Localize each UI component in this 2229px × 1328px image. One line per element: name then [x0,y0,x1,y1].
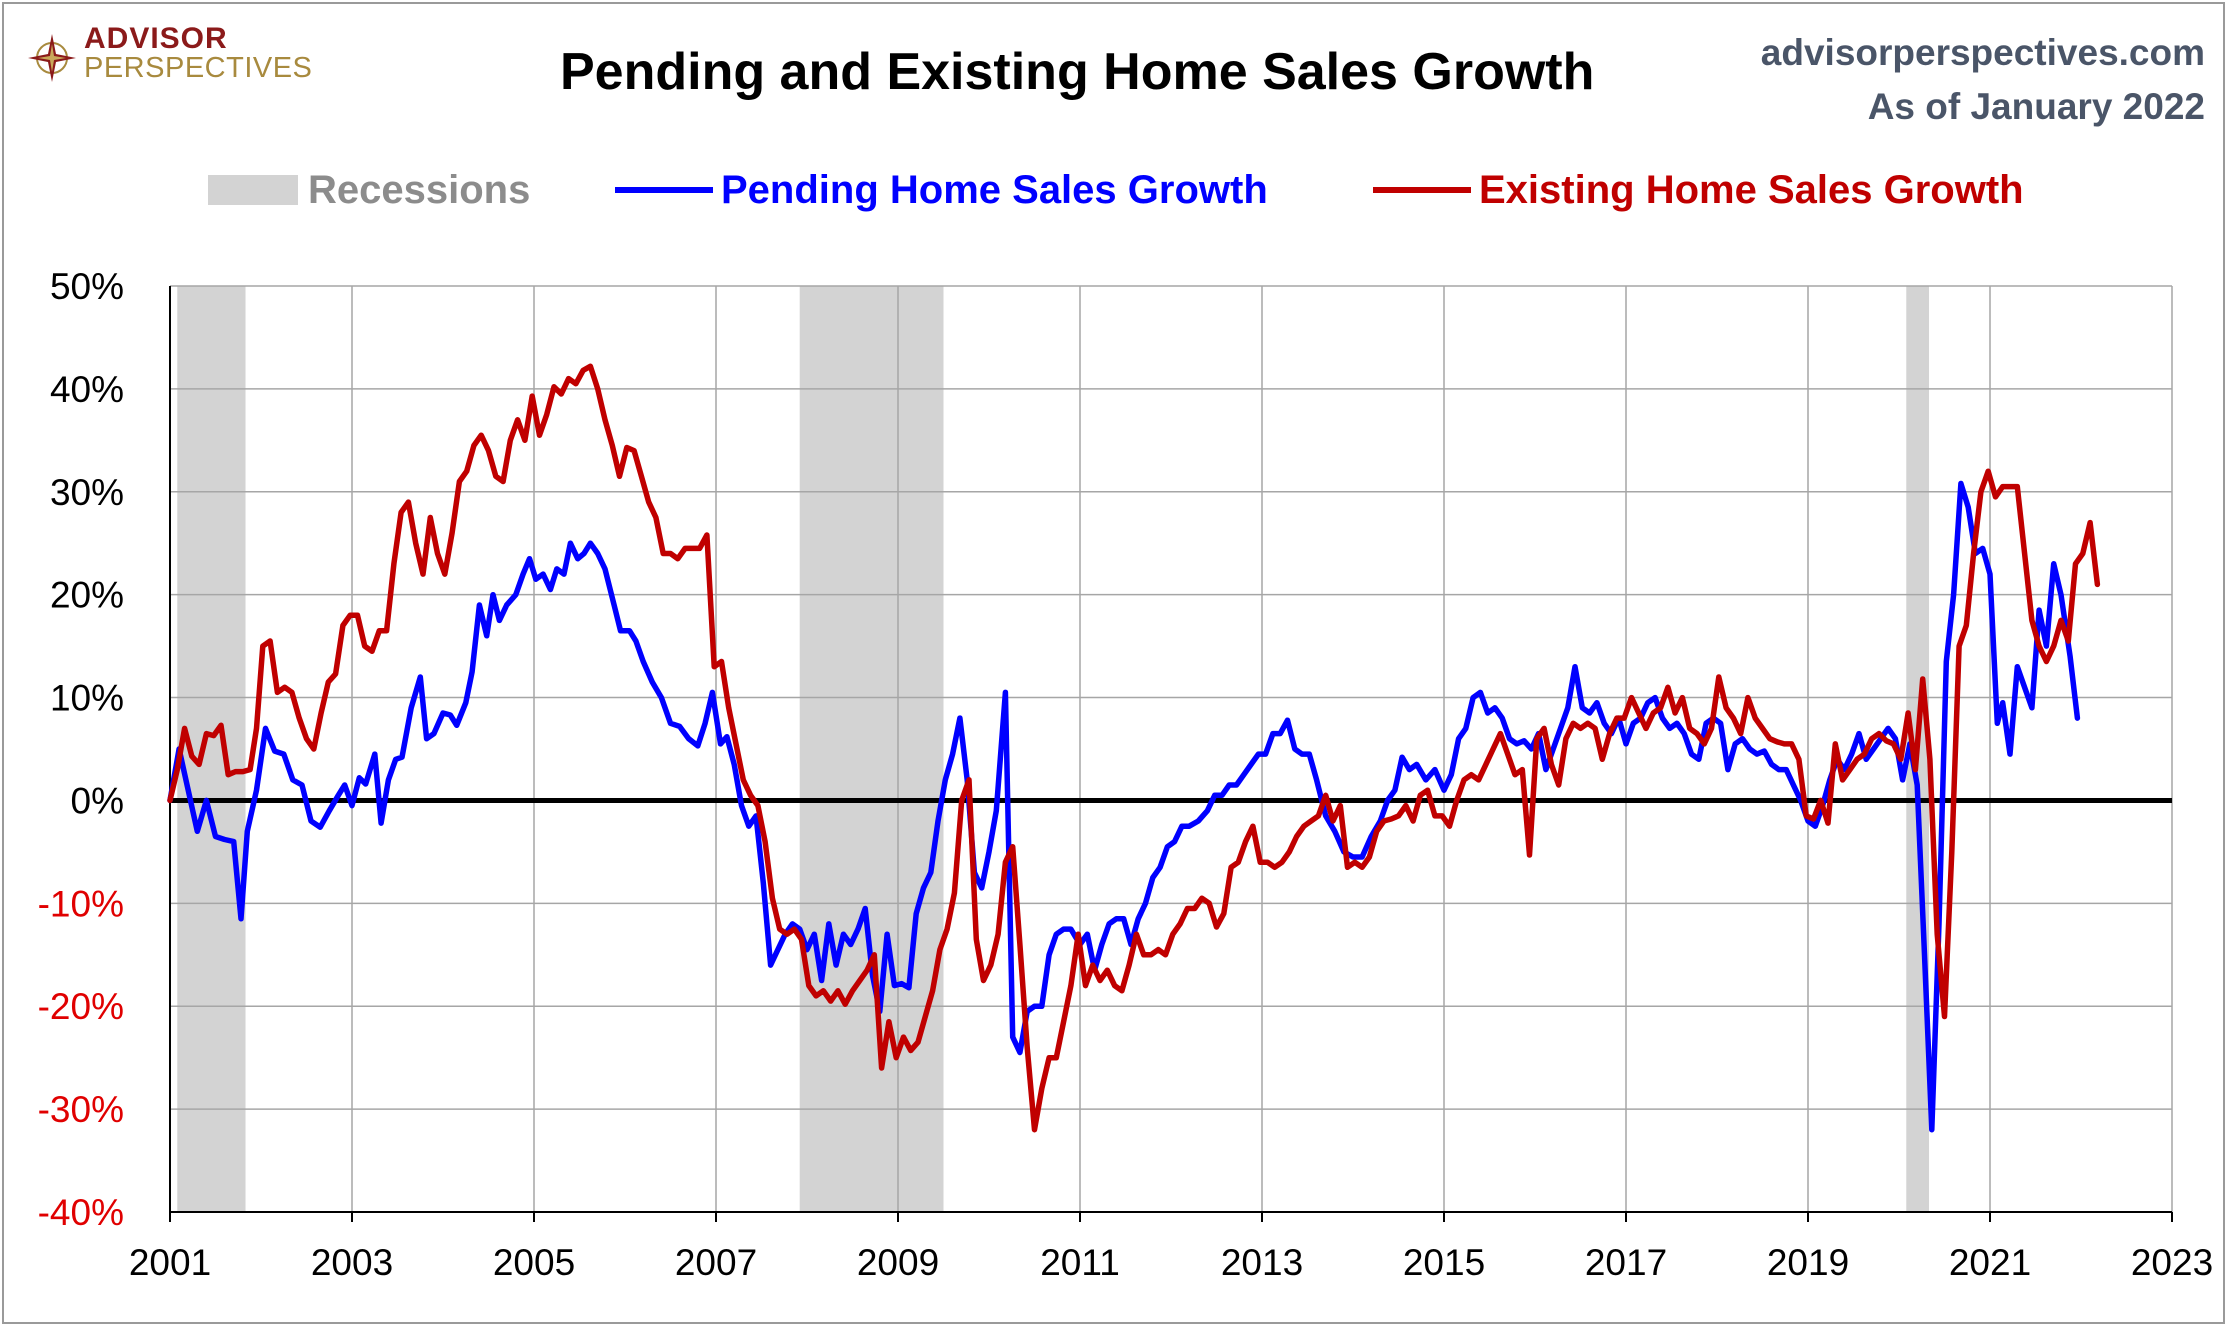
legend-item-existing: Existing Home Sales Growth [1373,162,2024,218]
chart-title: Pending and Existing Home Sales Growth [560,43,1595,101]
y-tick-label: 10% [50,678,124,719]
y-tick-label: 0% [71,780,124,821]
x-tick-label: 2003 [311,1242,393,1283]
legend-item-pending: Pending Home Sales Growth [615,162,1268,218]
logo-line-1: ADVISOR [84,22,228,55]
x-tick-label: 2005 [493,1242,575,1283]
x-tick-label: 2001 [129,1242,211,1283]
legend-swatch-existing [1373,187,1471,193]
x-tick-label: 2017 [1585,1242,1667,1283]
as-of-date: As of January 2022 [1867,86,2205,127]
logo-line-2: PERSPECTIVES [84,52,313,84]
y-tick-label: 50% [50,266,124,307]
series-line-existing [167,363,2101,1133]
compass-rose-icon [28,34,76,82]
x-tick-label: 2023 [2131,1242,2213,1283]
y-tick-label: 30% [50,472,124,513]
y-tick-label: 20% [50,575,124,616]
y-tick-label: -20% [38,986,124,1027]
source-site: advisorperspectives.com [1760,32,2205,73]
x-tick-label: 2015 [1403,1242,1485,1283]
x-tick-label: 2009 [857,1242,939,1283]
y-tick-label: -30% [38,1089,124,1130]
y-tick-label: -40% [38,1192,124,1233]
y-tick-label: -10% [38,883,124,924]
source-block: advisorperspectives.com As of January 20… [1761,26,2205,134]
legend-swatch-recessions [208,175,298,205]
advisor-perspectives-logo: ADVISOR PERSPECTIVES [26,22,346,92]
x-tick-label: 2021 [1949,1242,2031,1283]
x-tick-label: 2013 [1221,1242,1303,1283]
legend-label-existing: Existing Home Sales Growth [1479,167,2024,212]
legend-item-recessions: Recessions [208,162,530,218]
legend-swatch-pending [615,187,713,193]
x-tick-label: 2019 [1767,1242,1849,1283]
recession-band-2 [799,286,944,1212]
legend-label-pending: Pending Home Sales Growth [721,167,1268,212]
legend-label-recessions: Recessions [308,167,531,212]
x-tick-label: 2011 [1040,1242,1120,1283]
y-tick-label: 40% [50,369,124,410]
series-line-pending [167,480,2081,1133]
x-tick-label: 2007 [675,1242,757,1283]
